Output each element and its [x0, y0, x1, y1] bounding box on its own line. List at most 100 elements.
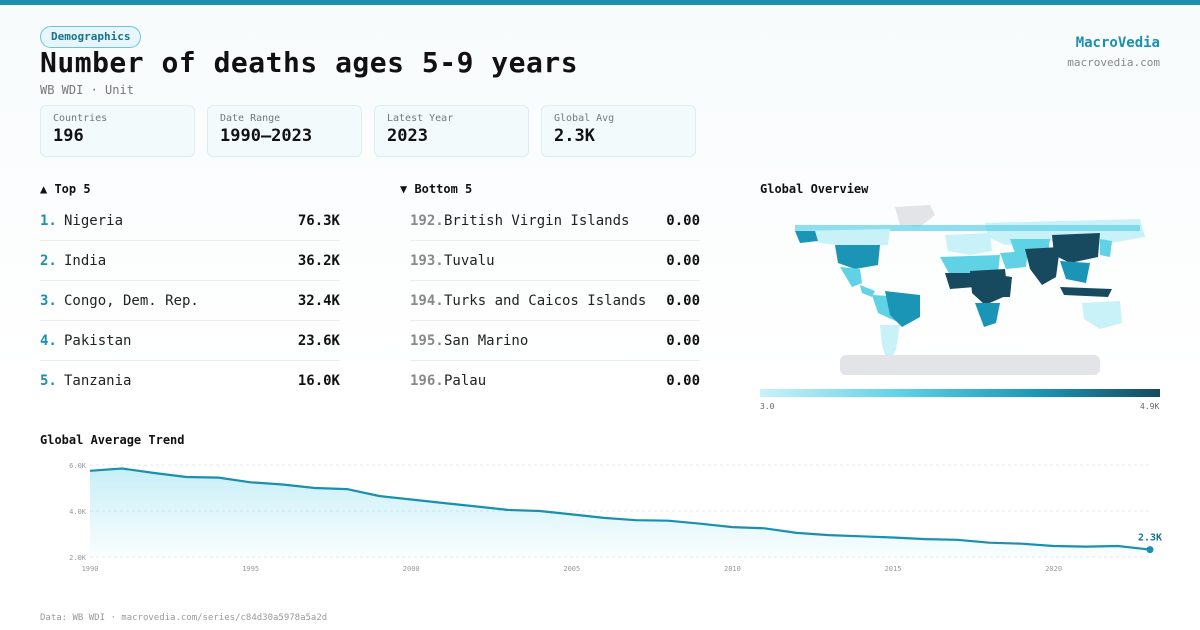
rank-number: 194.	[410, 292, 444, 309]
map-region-alaska[interactable]	[795, 231, 818, 243]
map-region-west-africa[interactable]	[945, 273, 975, 289]
x-tick-label: 2020	[1045, 565, 1062, 573]
stat-value: 196	[53, 126, 84, 146]
world-map-svg	[795, 205, 1145, 375]
map-region-southeast-asia[interactable]	[1060, 261, 1090, 283]
country-value: 0.00	[666, 252, 700, 269]
map-region-australia[interactable]	[1082, 301, 1122, 329]
x-tick-label: 2010	[724, 565, 741, 573]
list-item[interactable]: 194. Turks and Caicos Islands 0.00	[410, 281, 700, 321]
rank-number: 1.	[40, 212, 57, 229]
rank-number: 196.	[410, 373, 444, 389]
page-title: Number of deaths ages 5-9 years	[40, 46, 579, 79]
top5-title: ▲ Top 5	[40, 182, 91, 196]
last-point-marker	[1146, 546, 1154, 554]
trend-area	[90, 468, 1150, 557]
map-legend-bar	[760, 389, 1160, 397]
footer-source: Data: WB WDI · macrovedia.com/series/c84…	[40, 613, 328, 623]
map-region-east-asia[interactable]	[1100, 239, 1112, 257]
legend-max-label: 4.9K	[1140, 402, 1160, 411]
map-region-central-america[interactable]	[860, 285, 875, 297]
country-value: 32.4K	[297, 292, 340, 309]
bottom5-list: 192. British Virgin Islands 0.00 193. Tu…	[410, 201, 700, 401]
country-value: 0.00	[666, 373, 700, 389]
top5-list: 1. Nigeria 76.3K 2. India 36.2K 3. Congo…	[40, 201, 340, 401]
stat-card-latest-year: Latest Year 2023	[374, 105, 529, 157]
brand-url[interactable]: macrovedia.com	[1067, 56, 1160, 69]
stat-value: 2.3K	[554, 126, 595, 146]
country-value: 0.00	[666, 332, 700, 349]
map-region-antarctica[interactable]	[840, 355, 1100, 375]
stat-card-global-avg: Global Avg 2.3K	[541, 105, 696, 157]
country-value: 0.00	[666, 292, 700, 309]
map-region-europe[interactable]	[945, 233, 992, 255]
x-tick-label: 1990	[82, 565, 99, 573]
trend-chart[interactable]: 2.0K 4.0K 6.0K 1990 1995 2000 2005 2010 2015 2020…	[40, 455, 1170, 580]
trend-chart-svg: 2.0K 4.0K 6.0K 1990 1995 2000 2005 2010 2015 2020…	[69, 462, 1162, 573]
map-region-arctic-band[interactable]	[795, 225, 1140, 231]
map-region-mexico[interactable]	[840, 267, 862, 287]
country-name: Tuvalu	[444, 252, 495, 269]
list-item[interactable]: 195. San Marino 0.00	[410, 321, 700, 361]
y-tick-label: 2.0K	[69, 554, 87, 562]
rank-number: 4.	[40, 332, 57, 349]
map-region-southern-africa[interactable]	[975, 303, 1000, 327]
country-name: British Virgin Islands	[444, 212, 630, 229]
map-region-china[interactable]	[1052, 233, 1100, 263]
stat-label: Global Avg	[554, 113, 615, 124]
map-region-indonesia[interactable]	[1060, 287, 1112, 297]
y-tick-label: 4.0K	[69, 508, 87, 516]
stat-card-countries: Countries 196	[40, 105, 195, 157]
stat-value: 1990–2023	[220, 126, 313, 146]
top-accent-bar	[0, 0, 1200, 5]
rank-number: 195.	[410, 332, 444, 349]
x-tick-label: 1995	[242, 565, 259, 573]
stat-card-date-range: Date Range 1990–2023	[207, 105, 362, 157]
map-region-north-africa[interactable]	[940, 255, 1000, 275]
rank-number: 2.	[40, 252, 57, 269]
country-name: Turks and Caicos Islands	[444, 292, 647, 309]
map-region-greenland[interactable]	[895, 205, 935, 227]
map-title: Global Overview	[760, 182, 869, 196]
map-region-usa[interactable]	[835, 245, 880, 269]
stat-label: Date Range	[220, 113, 281, 124]
country-name: Pakistan	[64, 332, 132, 349]
map-region-canada[interactable]	[795, 229, 890, 247]
list-item[interactable]: 3. Congo, Dem. Rep. 32.4K	[40, 281, 340, 321]
x-tick-label: 2015	[885, 565, 902, 573]
brand-logo[interactable]: MacroVedia	[1075, 35, 1160, 51]
trend-line	[89, 467, 1151, 551]
list-item[interactable]: 196. Palau 0.00	[410, 361, 700, 401]
country-name: Palau	[444, 373, 487, 389]
stat-label: Latest Year	[387, 113, 454, 124]
stat-label: Countries	[53, 113, 108, 124]
list-item[interactable]: 2. India 36.2K	[40, 241, 340, 281]
list-item[interactable]: 5. Tanzania 16.0K	[40, 361, 340, 401]
country-value: 0.00	[666, 212, 700, 229]
world-map[interactable]	[760, 205, 1160, 385]
country-name: India	[64, 252, 107, 269]
trend-title: Global Average Trend	[40, 433, 185, 447]
rank-number: 193.	[410, 252, 444, 269]
bottom5-title: ▼ Bottom 5	[400, 182, 473, 196]
map-region-east-africa[interactable]	[998, 275, 1012, 297]
page-subtitle: WB WDI · Unit	[40, 83, 134, 97]
stats-row: Countries 196 Date Range 1990–2023 Lates…	[40, 105, 696, 157]
country-value: 76.3K	[297, 212, 340, 229]
rank-number: 192.	[410, 212, 444, 229]
map-region-south-asia[interactable]	[1025, 247, 1060, 285]
x-tick-label: 2000	[403, 565, 420, 573]
y-tick-label: 6.0K	[69, 462, 87, 470]
stat-value: 2023	[387, 126, 428, 146]
map-region-brazil[interactable]	[885, 291, 920, 327]
rank-number: 3.	[40, 292, 57, 309]
category-badge[interactable]: Demographics	[40, 26, 142, 48]
map-region-middle-east[interactable]	[1000, 251, 1028, 269]
list-item[interactable]: 192. British Virgin Islands 0.00	[410, 201, 700, 241]
list-item[interactable]: 4. Pakistan 23.6K	[40, 321, 340, 361]
country-value: 16.0K	[297, 373, 340, 389]
list-item[interactable]: 1. Nigeria 76.3K	[40, 201, 340, 241]
last-value-label: 2.3K	[1138, 533, 1162, 544]
country-value: 36.2K	[297, 252, 340, 269]
list-item[interactable]: 193. Tuvalu 0.00	[410, 241, 700, 281]
